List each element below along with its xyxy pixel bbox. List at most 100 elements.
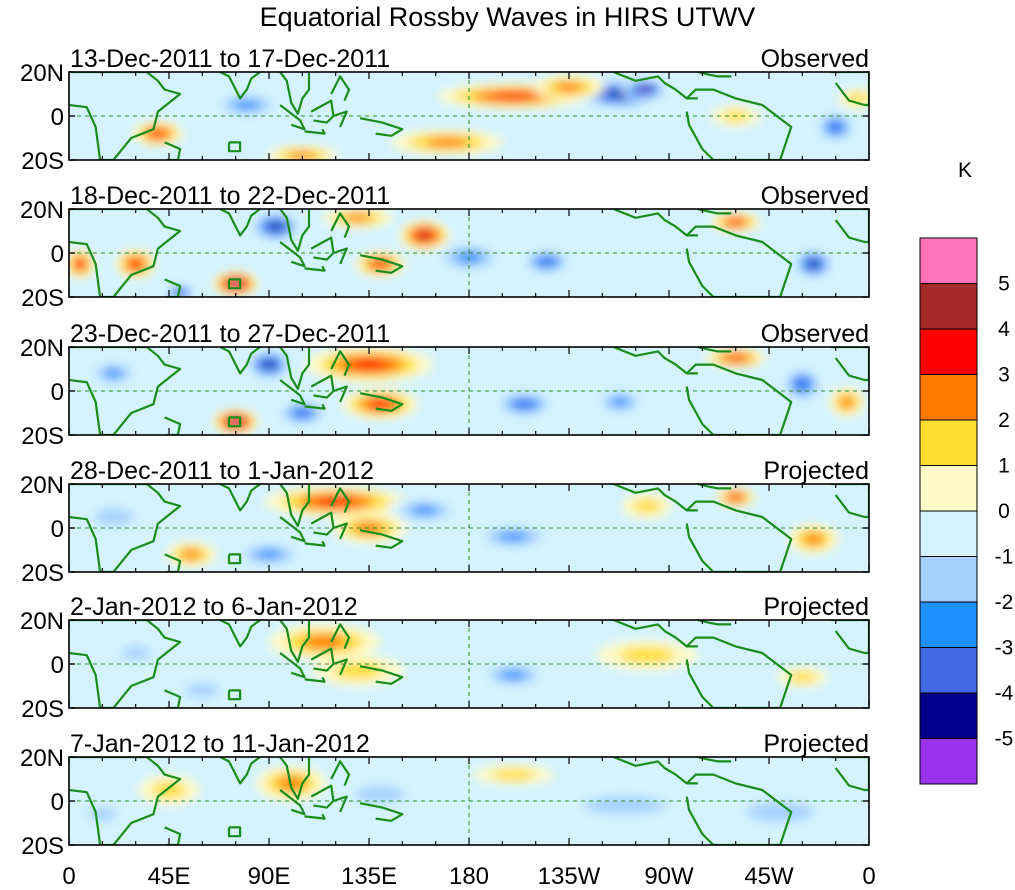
- anomaly-5-level-3: [129, 259, 142, 269]
- x-tick-label: 135W: [538, 863, 601, 890]
- colorbar-swatch-8: [919, 556, 978, 603]
- colorbar-swatch-9: [919, 601, 978, 648]
- y-tick-label: 0: [51, 652, 64, 679]
- coastline-13: [685, 88, 793, 160]
- coastline-10: [330, 623, 351, 650]
- panel-plot-area: [69, 484, 869, 572]
- coastline-5: [279, 789, 306, 816]
- anomaly-3-level-5: [640, 87, 650, 92]
- x-tick-label: 180: [449, 863, 489, 890]
- colorbar-level-label: 4: [998, 318, 1010, 341]
- panel-2: 20N 0 20S 18-Dec-2011 to 22-Dec-2011 Observe…: [20, 182, 870, 312]
- coastline-16: [227, 553, 242, 565]
- coastline-13: [685, 773, 793, 845]
- anomaly-field: [76, 764, 842, 830]
- y-tick-label: 20S: [21, 148, 64, 175]
- anomaly-4-level-1: [121, 646, 150, 660]
- panel-status: Projected: [763, 593, 869, 621]
- coastline-6: [304, 676, 326, 683]
- x-tick-label: 0: [62, 863, 75, 890]
- coastlines: [69, 209, 869, 297]
- panel-plot-area: [69, 620, 869, 708]
- anomaly-8-level-2: [498, 532, 529, 542]
- anomaly-3-level-3: [372, 260, 388, 268]
- coastline-5: [279, 379, 306, 406]
- anomaly-5-level-2: [555, 82, 583, 93]
- coastline-3: [219, 620, 261, 648]
- colorbar-level-label: -4: [995, 682, 1014, 705]
- coastline-4: [279, 347, 311, 390]
- anomaly-10-level-2: [233, 100, 261, 110]
- coastline-15: [831, 484, 869, 519]
- anomaly-2-level-1: [355, 786, 406, 803]
- coastline-8: [333, 110, 348, 128]
- anomaly-6-level-3: [150, 129, 166, 138]
- coastline-1: [69, 620, 182, 708]
- panel-status: Projected: [763, 457, 869, 485]
- anomaly-1-level-4: [269, 223, 282, 231]
- y-tick-label: 20N: [20, 472, 64, 499]
- coastline-6: [304, 265, 326, 272]
- coastline-10: [330, 212, 351, 239]
- coastline-2: [164, 826, 182, 845]
- anomaly-5-level-3: [295, 409, 310, 417]
- anomaly-7-level-2: [288, 151, 316, 160]
- colorbar-units: K: [958, 159, 972, 182]
- y-tick-label: 20N: [20, 335, 64, 362]
- coastline-8: [333, 247, 348, 265]
- anomaly-9-level-3: [539, 258, 555, 266]
- coastline-9: [359, 392, 404, 412]
- panel-status: Projected: [763, 730, 869, 758]
- coastline-4: [279, 484, 311, 527]
- coastline-2: [164, 141, 182, 160]
- panel-status: Observed: [761, 182, 869, 210]
- coastline-10: [330, 350, 351, 377]
- colorbar-level-label: -5: [995, 728, 1014, 751]
- anomaly-3-level-2: [411, 505, 438, 516]
- anomaly-field: [77, 486, 839, 568]
- coastline-15: [831, 347, 869, 382]
- y-tick-label: 20S: [21, 423, 64, 450]
- anomaly-11-level-2: [344, 214, 372, 222]
- colorbar-swatch-12: [919, 738, 978, 785]
- coastline-16: [227, 141, 242, 153]
- coastline-5: [279, 241, 306, 268]
- panel-date-range: 18-Dec-2011 to 22-Dec-2011: [70, 182, 390, 210]
- y-tick-label: 0: [51, 379, 64, 406]
- y-tick-label: 20N: [20, 745, 64, 772]
- coastline-15: [831, 757, 869, 792]
- coastline-3: [219, 757, 261, 785]
- colorbar-swatch-1: [919, 237, 978, 284]
- anomaly-1-level-2: [303, 635, 346, 649]
- colorbar-swatch-10: [919, 647, 978, 694]
- coastline-16: [227, 278, 242, 290]
- coastline-2: [164, 553, 182, 572]
- anomaly-3-level-3: [369, 399, 392, 409]
- panel-date-range: 23-Dec-2011 to 27-Dec-2011: [70, 320, 390, 348]
- anomaly-3-level-1: [491, 769, 536, 781]
- coastline-1: [69, 72, 182, 160]
- coastline-9: [359, 529, 404, 549]
- anomaly-10-level-3: [796, 379, 809, 390]
- anomaly-4-level-2: [425, 137, 468, 148]
- colorbar-level-label: -1: [995, 546, 1014, 569]
- anomaly-2-level-4: [418, 231, 431, 239]
- anomaly-7-level-2: [840, 396, 854, 408]
- coastline-2: [164, 689, 182, 708]
- panel-1: 20N 0 20S 13-Dec-2011 to 17-Dec-2011 Observe…: [20, 45, 870, 175]
- anomaly-1-level-4: [263, 361, 275, 369]
- x-tick-label: 135E: [341, 863, 397, 890]
- y-tick-label: 20N: [20, 608, 64, 635]
- anomaly-3-level-2: [500, 670, 527, 680]
- anomaly-7-level-1: [88, 807, 117, 822]
- anomaly-6-level-1: [582, 797, 667, 814]
- colorbar-level-label: 1: [998, 455, 1010, 478]
- panels-group: 20N 0 20S 13-Dec-2011 to 17-Dec-2011 Observe…: [20, 45, 870, 860]
- coastline-16: [227, 416, 242, 428]
- colorbar-level-label: 3: [998, 364, 1010, 387]
- x-tick-label: 90E: [248, 863, 291, 890]
- x-tick-label: 45E: [148, 863, 191, 890]
- anomaly-field: [87, 347, 865, 435]
- anomaly-1-level-3: [491, 92, 536, 100]
- coastline-5: [279, 104, 306, 131]
